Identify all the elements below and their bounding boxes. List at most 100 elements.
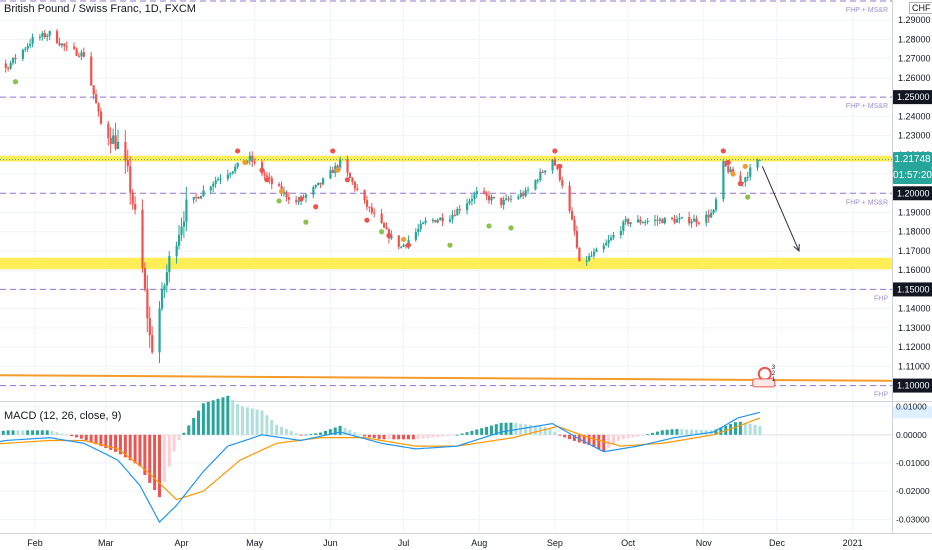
- candle-body: [24, 48, 27, 50]
- signal-dot: [745, 194, 751, 200]
- candle-body: [483, 191, 486, 193]
- candle-body: [368, 206, 371, 208]
- currency-label: CHF: [909, 2, 932, 14]
- candle-body: [619, 230, 622, 236]
- candle: [619, 226, 622, 239]
- candle: [92, 85, 95, 100]
- candle: [75, 47, 78, 57]
- candle-body: [739, 175, 742, 184]
- candle: [178, 224, 181, 250]
- candle: [527, 186, 530, 194]
- candle-body: [319, 182, 322, 185]
- candle: [468, 198, 471, 205]
- candle-body: [129, 166, 132, 193]
- macd-tick-label: -0.01000: [896, 458, 930, 468]
- macd-pane: [0, 395, 892, 524]
- candle-body: [270, 178, 273, 185]
- signal-dot: [400, 236, 407, 243]
- candle-body: [63, 43, 66, 47]
- time-tick-label: Jul: [398, 538, 410, 548]
- candle-body: [7, 67, 10, 69]
- candle: [41, 31, 44, 41]
- macd-histogram-bar: [353, 432, 357, 435]
- macd-histogram-bar: [426, 434, 430, 439]
- candle-body: [114, 135, 117, 149]
- candle: [441, 213, 444, 227]
- candle: [639, 216, 642, 225]
- candle-body: [475, 191, 478, 195]
- time-tick-label: May: [246, 538, 264, 548]
- candle: [234, 163, 237, 175]
- candle: [95, 89, 98, 104]
- macd-histogram-bar: [299, 434, 303, 436]
- signal-dot: [278, 188, 285, 194]
- macd-histogram-bar: [436, 434, 440, 437]
- candle: [414, 228, 417, 242]
- signal-dot: [742, 163, 748, 169]
- candle: [302, 194, 305, 199]
- macd-tick-label: 0.01000: [896, 402, 927, 412]
- candle-body: [107, 123, 110, 138]
- candle: [180, 217, 183, 241]
- signal-dot: [378, 229, 385, 235]
- candle: [678, 213, 681, 224]
- candle-body: [297, 201, 300, 203]
- grid-lines: [0, 0, 932, 534]
- candle: [422, 221, 425, 225]
- candle-body: [541, 171, 544, 173]
- candle: [185, 186, 188, 232]
- candle-body: [151, 335, 154, 353]
- candle-body: [673, 219, 676, 223]
- candle-body: [714, 199, 718, 210]
- candle-body: [507, 198, 510, 200]
- candle: [575, 225, 579, 250]
- macd-histogram-bar: [35, 430, 39, 435]
- macd-histogram-bar: [143, 434, 147, 476]
- candle-body: [500, 197, 503, 205]
- candle: [458, 205, 461, 215]
- candle-body: [434, 220, 437, 223]
- candle: [402, 243, 405, 248]
- candle: [509, 194, 513, 203]
- candle-body: [451, 214, 454, 220]
- candle-body: [48, 31, 51, 36]
- candle-body: [351, 177, 354, 182]
- candle-body: [14, 57, 17, 59]
- candle: [505, 194, 508, 201]
- candle: [202, 185, 205, 197]
- yellow-zone: [0, 155, 892, 162]
- macd-histogram-bar: [65, 434, 69, 436]
- candle-body: [73, 46, 76, 49]
- candle: [451, 210, 454, 224]
- macd-histogram-bar: [226, 395, 230, 435]
- macd-histogram-bar: [79, 434, 83, 439]
- candle-body: [268, 176, 271, 179]
- candle: [756, 158, 759, 172]
- signal-dot: [12, 79, 19, 85]
- candle-body: [116, 141, 120, 149]
- candle-body: [553, 159, 557, 166]
- candle-body: [414, 232, 417, 240]
- macd-histogram-bar: [528, 425, 532, 435]
- candle: [317, 182, 320, 186]
- candle-body: [578, 247, 581, 262]
- candle: [319, 182, 322, 189]
- candle: [502, 196, 505, 210]
- candle-body: [124, 141, 127, 161]
- candle-body: [448, 219, 452, 222]
- macd-histogram-bar: [265, 415, 269, 435]
- price-tick-label: 1.24000: [898, 111, 931, 121]
- macd-histogram-bar: [397, 434, 401, 440]
- signal-dot: [330, 148, 336, 154]
- price-tick-label: 1.27000: [898, 54, 931, 64]
- candle: [263, 170, 266, 180]
- candle: [160, 282, 164, 312]
- macd-histogram-bar: [572, 434, 576, 441]
- candle-body: [134, 204, 137, 210]
- macd-histogram-bar: [402, 434, 406, 440]
- candle: [536, 178, 540, 184]
- macd-histogram-bar: [524, 424, 528, 435]
- candle-body: [226, 174, 230, 179]
- candle: [695, 215, 698, 227]
